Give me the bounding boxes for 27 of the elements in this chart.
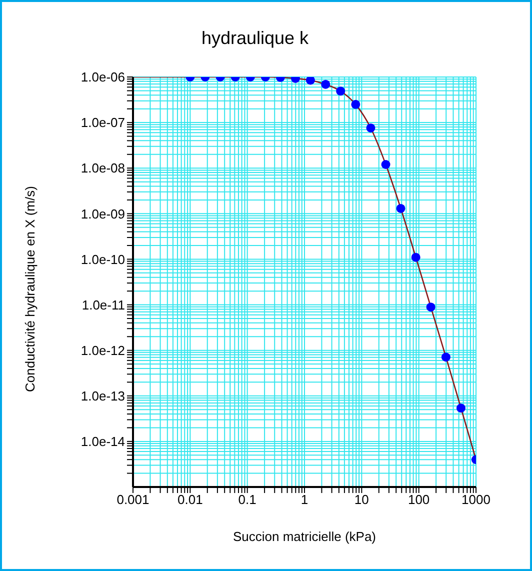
y-tick-label: 1.0e-09 bbox=[80, 206, 125, 222]
x-tick-label: 100 bbox=[408, 492, 430, 508]
y-tick-label: 1.0e-12 bbox=[80, 342, 125, 358]
y-tick-label: 1.0e-11 bbox=[82, 297, 125, 312]
y-tick-label: 1.0e-13 bbox=[80, 388, 125, 404]
x-axis-title: Succion matricielle (kPa) bbox=[232, 529, 376, 544]
point bbox=[426, 302, 436, 312]
y-tick-label: 1.0e-08 bbox=[80, 160, 125, 176]
y-tick-label: 1.0e-10 bbox=[80, 252, 125, 267]
point bbox=[336, 86, 346, 96]
point bbox=[306, 77, 315, 85]
y-axis-title: Conductivité hydraulique en X (m/s) bbox=[22, 186, 38, 392]
x-tick-label: 1000 bbox=[462, 492, 490, 508]
point bbox=[381, 160, 390, 170]
point bbox=[396, 204, 406, 213]
y-tick-label: 1.0e-06 bbox=[80, 70, 125, 85]
chart-title: hydraulique k bbox=[200, 28, 310, 49]
point bbox=[441, 352, 450, 362]
x-tick-label: 0.1 bbox=[238, 492, 256, 508]
y-tick-label: 1.0e-14 bbox=[80, 434, 125, 450]
y-tick-label: 1.0e-07 bbox=[80, 115, 125, 130]
point bbox=[456, 404, 466, 413]
x-tick-label: 0.001 bbox=[116, 492, 150, 508]
point bbox=[411, 252, 420, 262]
x-tick-label: 1 bbox=[300, 492, 308, 508]
x-tick-label: 10 bbox=[354, 492, 369, 508]
x-tick-label: 0.01 bbox=[178, 492, 203, 508]
